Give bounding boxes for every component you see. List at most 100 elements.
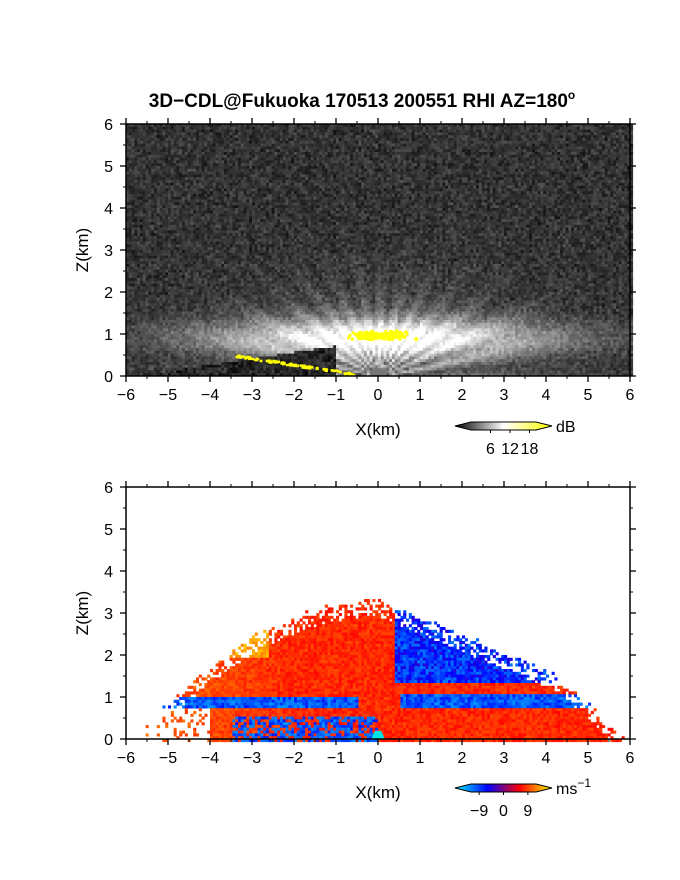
reflectivity-cell xyxy=(344,135,348,139)
reflectivity-cell xyxy=(333,163,337,167)
reflectivity-cell xyxy=(602,182,606,186)
reflectivity-cell xyxy=(246,157,250,161)
reflectivity-cell xyxy=(151,132,155,136)
reflectivity-cell xyxy=(473,154,477,158)
reflectivity-cell xyxy=(445,135,449,139)
reflectivity-cell xyxy=(571,191,575,195)
reflectivity-cell xyxy=(389,188,393,192)
reflectivity-cell xyxy=(397,126,401,130)
reflectivity-cell xyxy=(229,174,233,178)
reflectivity-cell xyxy=(274,157,278,161)
reflectivity-cell xyxy=(389,177,393,181)
reflectivity-cell xyxy=(327,157,331,161)
reflectivity-cell xyxy=(201,126,205,130)
reflectivity-cell xyxy=(534,177,538,181)
reflectivity-cell xyxy=(380,199,384,203)
reflectivity-cell xyxy=(607,129,611,133)
reflectivity-cell xyxy=(313,149,317,153)
reflectivity-cell xyxy=(232,124,236,128)
reflectivity-cell xyxy=(226,140,230,144)
reflectivity-cell xyxy=(579,185,583,189)
reflectivity-cell xyxy=(187,132,191,136)
reflectivity-cell xyxy=(574,182,578,186)
reflectivity-cell xyxy=(232,154,236,158)
reflectivity-cell xyxy=(190,140,194,144)
reflectivity-cell xyxy=(305,160,309,164)
reflectivity-cell xyxy=(201,185,205,189)
reflectivity-cell xyxy=(607,138,611,142)
reflectivity-cell xyxy=(142,180,146,184)
reflectivity-cell xyxy=(268,174,272,178)
reflectivity-cell xyxy=(425,182,429,186)
reflectivity-cell xyxy=(408,196,412,200)
reflectivity-cell xyxy=(159,163,163,167)
reflectivity-cell xyxy=(372,132,376,136)
reflectivity-cell xyxy=(602,163,606,167)
reflectivity-cell xyxy=(495,152,499,156)
reflectivity-cell xyxy=(215,143,219,147)
reflectivity-cell xyxy=(414,185,418,189)
reflectivity-cell xyxy=(196,196,200,200)
reflectivity-cell xyxy=(520,166,524,170)
reflectivity-cell xyxy=(490,188,494,192)
reflectivity-cell xyxy=(593,160,597,164)
reflectivity-cell xyxy=(291,157,295,161)
reflectivity-cell xyxy=(476,171,480,175)
reflectivity-cell xyxy=(498,138,502,142)
reflectivity-cell xyxy=(215,182,219,186)
reflectivity-cell xyxy=(400,126,404,130)
reflectivity-cell xyxy=(215,166,219,170)
reflectivity-cell xyxy=(305,185,309,189)
reflectivity-cell xyxy=(277,132,281,136)
reflectivity-cell xyxy=(554,177,558,181)
reflectivity-cell xyxy=(330,143,334,147)
reflectivity-cell xyxy=(504,188,508,192)
reflectivity-cell xyxy=(392,132,396,136)
reflectivity-cell xyxy=(154,124,158,128)
reflectivity-cell xyxy=(212,143,216,147)
reflectivity-cell xyxy=(305,194,309,198)
reflectivity-cell xyxy=(571,163,575,167)
reflectivity-cell xyxy=(540,149,544,153)
reflectivity-cell xyxy=(159,191,163,195)
reflectivity-cell xyxy=(389,138,393,142)
reflectivity-cell xyxy=(268,129,272,133)
reflectivity-cell xyxy=(453,143,457,147)
reflectivity-cell xyxy=(467,129,471,133)
reflectivity-cell xyxy=(406,171,410,175)
reflectivity-cell xyxy=(193,129,197,133)
reflectivity-cell xyxy=(154,166,158,170)
reflectivity-cell xyxy=(168,140,172,144)
reflectivity-cell xyxy=(246,143,250,147)
reflectivity-cell xyxy=(557,135,561,139)
reflectivity-cell xyxy=(369,171,373,175)
reflectivity-cell xyxy=(456,143,460,147)
reflectivity-cell xyxy=(599,135,603,139)
reflectivity-cell xyxy=(453,124,457,128)
reflectivity-cell xyxy=(294,180,298,184)
reflectivity-cell xyxy=(618,196,622,200)
reflectivity-cell xyxy=(540,126,544,130)
reflectivity-cell xyxy=(518,143,522,147)
reflectivity-cell xyxy=(602,194,606,198)
reflectivity-cell xyxy=(509,124,513,128)
reflectivity-cell xyxy=(361,168,365,172)
reflectivity-cell xyxy=(156,146,160,150)
reflectivity-cell xyxy=(534,152,538,156)
reflectivity-cell xyxy=(621,129,625,133)
reflectivity-cell xyxy=(428,129,432,133)
reflectivity-cell xyxy=(190,138,194,142)
reflectivity-cell xyxy=(445,196,449,200)
reflectivity-cell xyxy=(453,191,457,195)
reflectivity-cell xyxy=(207,124,211,128)
reflectivity-cell xyxy=(364,143,368,147)
reflectivity-cell xyxy=(509,185,513,189)
reflectivity-cell xyxy=(263,194,267,198)
reflectivity-cell xyxy=(630,129,634,133)
reflectivity-cell xyxy=(198,185,202,189)
reflectivity-cell xyxy=(268,196,272,200)
reflectivity-cell xyxy=(210,140,214,144)
reflectivity-cell xyxy=(330,180,334,184)
reflectivity-cell xyxy=(487,168,491,172)
reflectivity-cell xyxy=(557,188,561,192)
